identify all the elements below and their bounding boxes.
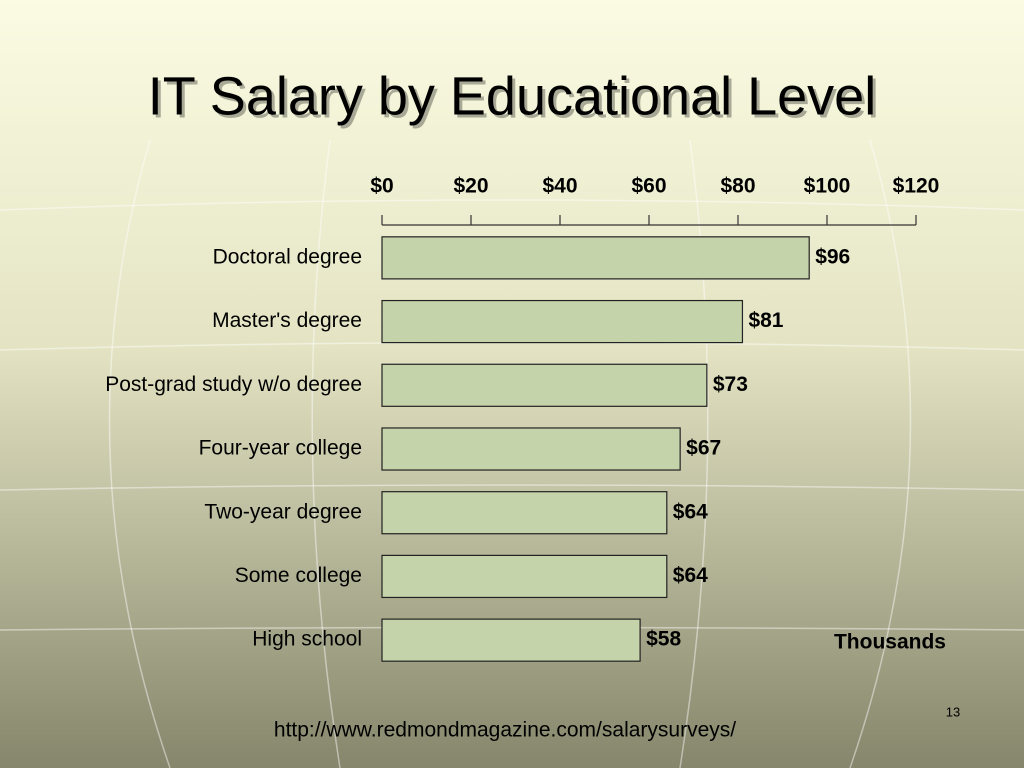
category-label: Doctoral degree	[213, 245, 362, 268]
page-number: 13	[946, 704, 960, 719]
category-label: Four-year college	[199, 437, 362, 460]
category-label: Two-year degree	[204, 500, 362, 523]
value-label: $64	[673, 500, 708, 523]
bar	[381, 236, 810, 280]
bar	[381, 363, 708, 407]
x-tick-label: $0	[370, 175, 393, 198]
x-tick-label: $80	[720, 175, 755, 198]
category-label: Some college	[235, 564, 362, 587]
source-url: http://www.redmondmagazine.com/salarysur…	[274, 719, 736, 742]
bar	[381, 554, 668, 599]
value-label: $67	[686, 437, 721, 460]
bar	[381, 427, 681, 471]
x-tick-label: $60	[631, 175, 666, 198]
value-label: $73	[713, 373, 748, 396]
value-label: $58	[646, 628, 681, 651]
value-label: $96	[815, 245, 850, 268]
slide-title: IT Salary by Educational Level	[151, 69, 879, 129]
x-tick-label: $100	[804, 175, 851, 198]
bar	[381, 299, 744, 344]
x-tick-label: $20	[453, 175, 488, 198]
x-tick-label: $120	[893, 175, 940, 198]
value-label: $64	[673, 564, 708, 587]
category-label: Master's degree	[212, 309, 362, 332]
bar	[381, 491, 668, 535]
slide-title: IT Salary by Educational Level	[148, 66, 876, 126]
bar	[381, 618, 641, 662]
category-label: Post-grad study w/o degree	[105, 373, 362, 396]
axis-unit-label: Thousands	[834, 631, 946, 654]
value-label: $81	[748, 309, 783, 332]
x-tick-label: $40	[542, 175, 577, 198]
category-label: High school	[252, 628, 362, 651]
